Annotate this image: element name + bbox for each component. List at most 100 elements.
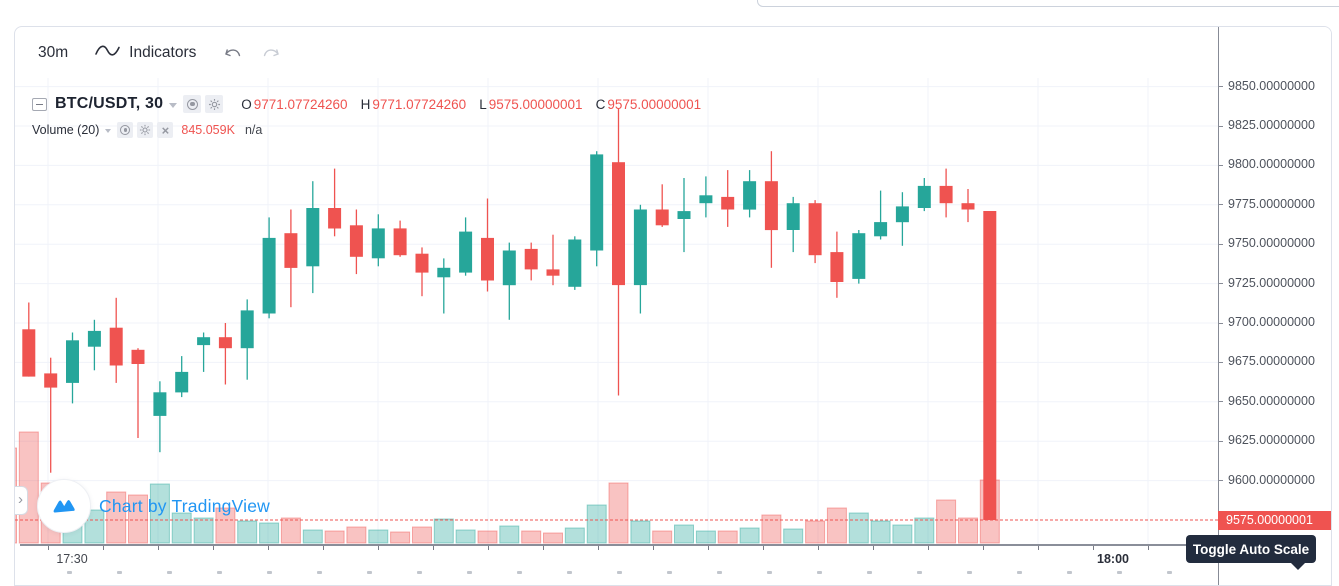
time-axis-tick [928,546,929,550]
bottom-partial-mark [1017,571,1022,574]
tradingview-chart-widget: 30m Indicators [14,26,1332,586]
time-axis-tick [983,546,984,550]
bottom-partial-mark [367,571,372,574]
bottom-partial-mark [167,571,172,574]
chevron-right-icon: › [18,491,23,508]
gear-icon [208,98,220,110]
tradingview-attribution-link[interactable]: Chart by TradingView [37,479,270,533]
high-value: 9771.07724260 [372,96,467,112]
time-axis-tick [1148,546,1149,550]
time-axis-tick [598,546,599,550]
bottom-partial-mark [967,571,972,574]
legend: BTC/USDT, 30 O 9771.07724260 H 9771.077242… [32,91,714,140]
price-axis-label: 9650.00000000 [1228,393,1315,408]
watermark-text: Chart by TradingView [99,495,270,516]
time-axis[interactable]: 17:30 18:00 [15,544,1218,585]
time-axis-tick [48,546,49,550]
collapse-legend-button[interactable] [32,97,47,111]
tooltip-text: Toggle Auto Scale [1192,541,1310,557]
bottom-partial-mark [267,571,272,574]
eye-icon [120,125,131,135]
time-axis-tick [323,546,324,550]
price-axis-tick [1219,361,1223,363]
hide-volume-button[interactable] [117,122,134,138]
time-axis-label: 17:30 [56,552,88,566]
volume-dropdown-icon[interactable] [105,129,112,133]
bottom-partial-mark [417,571,422,574]
chart-toolbar: 30m Indicators [15,27,1331,79]
time-axis-label: 18:00 [1097,552,1129,566]
price-axis-tick [1219,86,1223,88]
bottom-partial-mark [1167,571,1172,574]
bottom-partial-mark [917,571,922,574]
top-partial-panel [757,0,1339,7]
volume-settings-button[interactable] [137,122,154,138]
interval-button[interactable]: 30m [38,44,69,61]
time-axis-tick [1093,546,1094,550]
indicators-label: Indicators [129,44,197,61]
price-axis-label: 9825.00000000 [1228,118,1315,132]
time-axis-tick [543,546,544,550]
toggle-auto-scale-tooltip: Toggle Auto Scale [1186,535,1316,570]
bottom-partial-mark [667,571,672,574]
bottom-partial-mark [1117,571,1122,574]
price-axis-label: 9725.00000000 [1228,275,1315,290]
price-axis-label: 9800.00000000 [1228,157,1315,172]
time-axis-tick [873,546,874,550]
volume-study-title[interactable]: Volume (20) [32,123,100,137]
bottom-partial-mark [1067,571,1072,574]
volume-na: n/a [244,123,263,137]
price-axis-tick [1219,164,1223,166]
close-value: 9575.00000001 [607,96,702,112]
bottom-partial-mark [867,571,872,574]
bottom-partial-mark [517,571,522,574]
indicator-wave-icon [94,42,121,64]
bottom-partial-mark [217,571,222,574]
last-price-label: 9575.00000001 [1218,510,1331,530]
price-axis-label: 9750.00000000 [1228,236,1315,251]
chart-pane[interactable] [15,27,1218,544]
symbol-dropdown-icon[interactable] [169,102,178,108]
tooltip-arrow [1291,563,1305,570]
bottom-partial-mark [67,571,72,574]
volume-value: 845.059K [181,123,235,137]
candlestick-volume-plot[interactable] [15,27,1218,544]
bottom-partial-mark [567,571,572,574]
price-axis-tick [1219,322,1223,324]
hide-series-button[interactable] [183,95,202,113]
time-axis-tick [378,546,379,550]
series-settings-button[interactable] [205,95,224,113]
remove-volume-button[interactable]: × [157,122,174,138]
time-axis-tick [1038,546,1039,550]
bottom-partial-mark [617,571,622,574]
price-axis-label: 9600.00000000 [1228,472,1315,487]
price-axis-label: 9700.00000000 [1228,315,1315,329]
price-axis-tick [1219,125,1223,127]
price-axis-tick [1219,283,1223,285]
symbol-title[interactable]: BTC/USDT, 30 [55,95,164,112]
close-icon: × [161,122,170,138]
tradingview-logo-icon [37,479,91,533]
time-axis-tick [268,546,269,550]
undo-button[interactable] [222,46,243,61]
time-axis-tick [433,546,434,550]
time-axis-tick [708,546,709,550]
price-axis-tick [1219,440,1223,442]
bottom-partial-mark [117,571,122,574]
redo-button[interactable] [261,46,282,61]
indicators-button[interactable]: Indicators [94,42,196,64]
price-axis-label: 9775.00000000 [1228,196,1315,211]
time-axis-line [20,544,1218,546]
price-axis-label: 9625.00000000 [1228,433,1315,448]
open-value: 9771.07724260 [253,96,348,112]
price-axis-tick [1219,480,1223,482]
ohlc-readout: O 9771.07724260 H 9771.07724260 L 9575.0000… [241,96,702,112]
price-axis[interactable]: 9850.00000000 9825.00000000 9800.00000000 9… [1218,27,1331,585]
bottom-partial-mark [467,571,472,574]
bottom-partial-mark [817,571,822,574]
time-axis-tick [213,546,214,550]
time-axis-tick [103,546,104,550]
price-axis-tick [1219,243,1223,245]
pane-expand-tab[interactable]: › [15,486,28,515]
price-axis-tick [1219,204,1223,206]
